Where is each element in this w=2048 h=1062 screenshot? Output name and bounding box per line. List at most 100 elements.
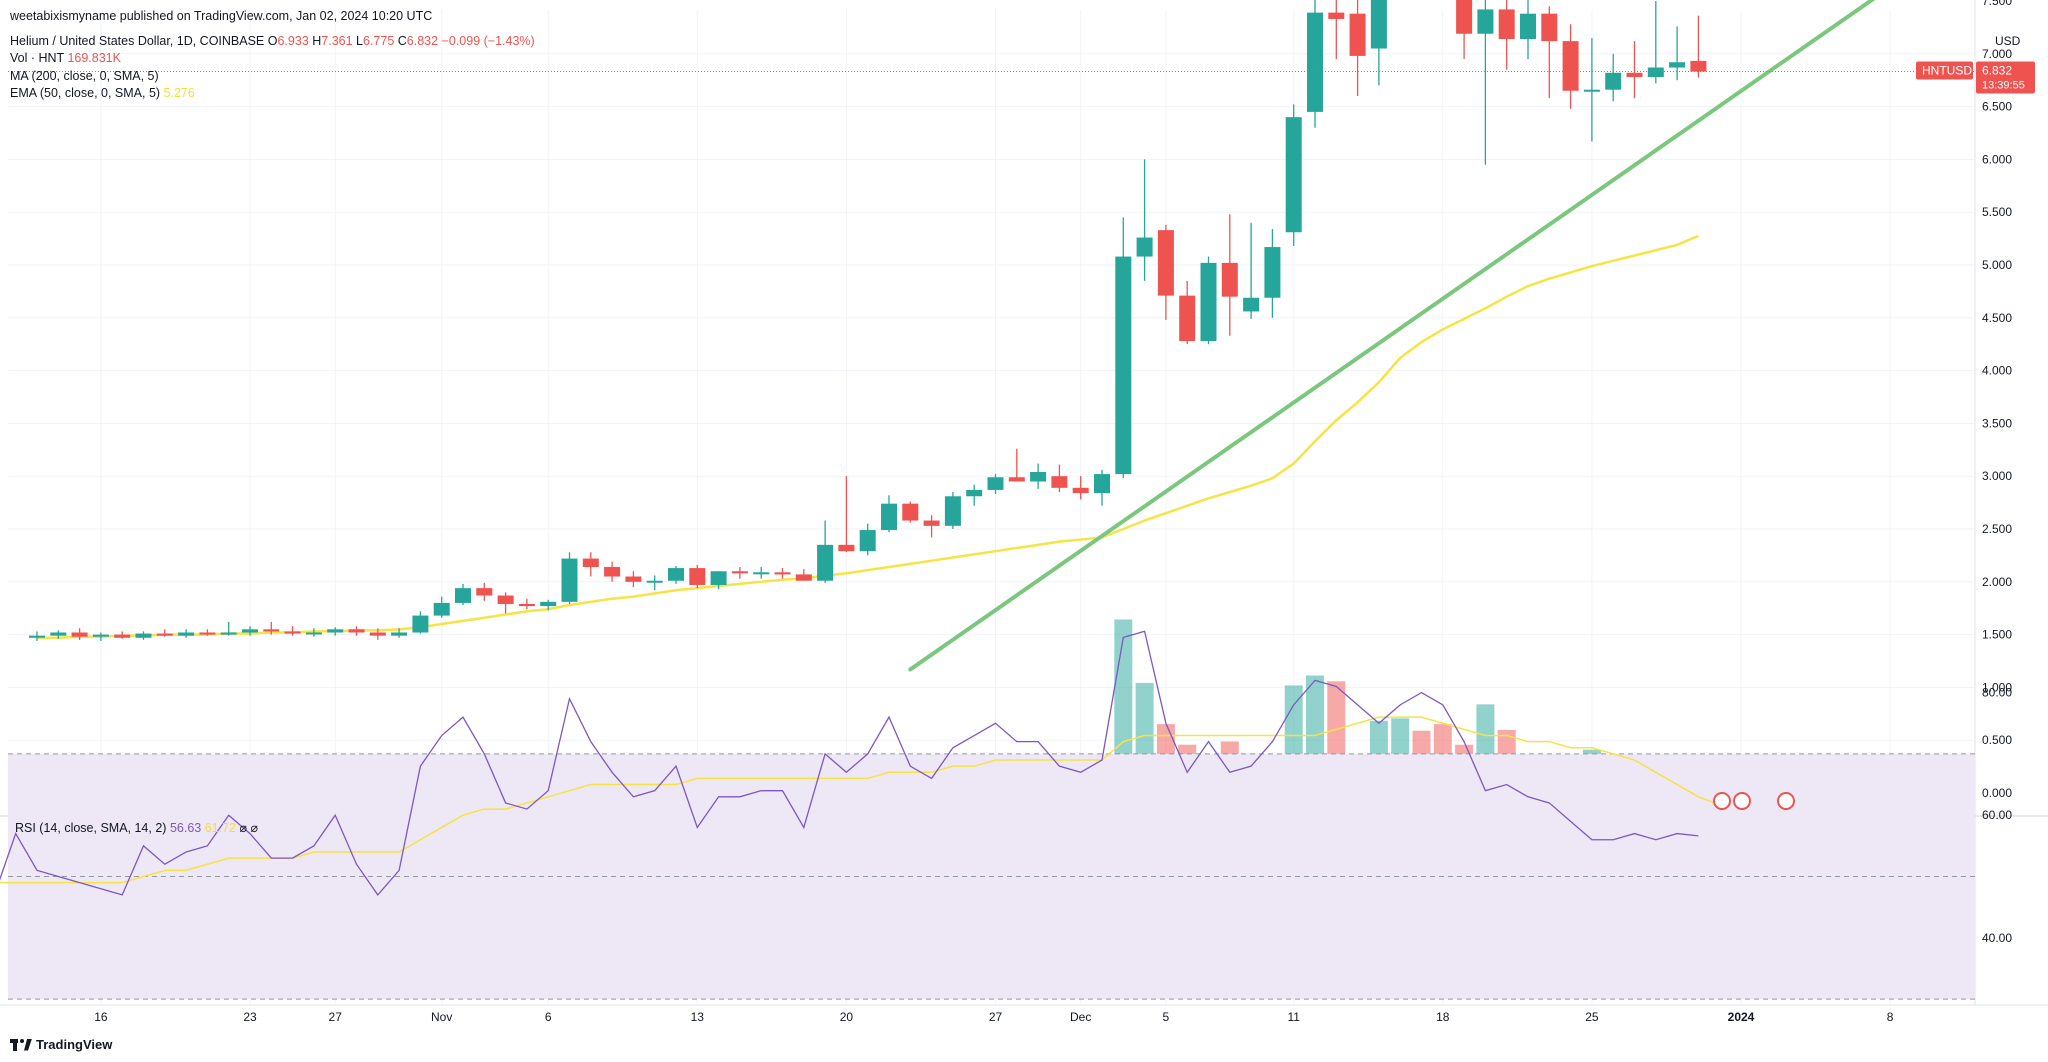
open-value: 6.933 (277, 34, 309, 48)
currency-label[interactable]: USD (1995, 34, 2021, 48)
candle-body (1285, 117, 1302, 233)
price-tick-label: 1.000 (1982, 680, 2012, 694)
candle-body (923, 520, 940, 526)
ma-legend: MA (200, close, 0, SMA, 5) (10, 68, 159, 84)
candle-body (50, 632, 67, 636)
low-value: 6.775 (363, 34, 395, 48)
candle-body (944, 496, 961, 526)
candle-body (284, 631, 301, 634)
candle-body (1541, 13, 1558, 42)
candle-body (433, 602, 450, 616)
candle-body (902, 503, 919, 521)
candle-body (1008, 477, 1025, 482)
time-tick-label: 20 (840, 1010, 854, 1024)
candle-body (710, 571, 727, 585)
candle-body (156, 633, 173, 636)
candle-body (966, 489, 983, 497)
candle-body (497, 595, 514, 604)
candle-body (29, 635, 45, 638)
time-tick-label: 27 (989, 1010, 1003, 1024)
candle-body (1200, 262, 1217, 342)
candle-body (817, 544, 834, 581)
candles (29, 0, 1707, 641)
candle-body (774, 572, 791, 575)
event-marker-icon (1777, 792, 1795, 810)
candle-body (1307, 12, 1323, 112)
candle-body (987, 477, 1004, 490)
price-tick-label: 6.500 (1982, 100, 2012, 114)
candle-body (369, 632, 386, 636)
candle-body (1669, 62, 1686, 68)
candle-body (305, 632, 322, 635)
candle-body (348, 629, 365, 633)
price-tick-label: 7.500 (1982, 0, 2012, 8)
ema-label: EMA (50, close, 0, SMA, 5) (10, 86, 161, 100)
candle-body (1030, 471, 1047, 482)
rsi-tick-label: 60.00 (1982, 808, 2012, 822)
candle-body (412, 615, 429, 633)
price-tick-label: 5.000 (1982, 258, 2012, 272)
candle-body (1626, 72, 1643, 78)
candle-body (518, 603, 535, 607)
countdown-text: 13:39:55 (1982, 80, 2025, 92)
rsi-line (0, 630, 1699, 896)
ema-legend: EMA (50, close, 0, SMA, 5) 5.276 (10, 85, 195, 101)
price-tick-label: 2.500 (1982, 522, 2012, 536)
tradingview-logo-icon (10, 1038, 32, 1051)
volume-label: Vol · HNT (10, 51, 64, 65)
candle-body (114, 634, 131, 638)
candle-body (1349, 13, 1366, 56)
price-tick-label: 4.500 (1982, 311, 2012, 325)
price-tick-label: 6.000 (1982, 152, 2012, 166)
time-tick-label: 27 (329, 1010, 343, 1024)
time-tick-label: 18 (1436, 1010, 1450, 1024)
symbol-tag (1916, 61, 1973, 80)
candle-body (1115, 256, 1132, 475)
time-tick-label: 5 (1163, 1010, 1170, 1024)
candle-body (178, 632, 195, 636)
candle-body (668, 568, 684, 581)
close-label: C (397, 34, 407, 48)
candle-body (1605, 72, 1622, 90)
candle-body (391, 632, 408, 636)
candle-body (1072, 487, 1089, 494)
event-marker-icon (1713, 792, 1731, 810)
candle-body (476, 588, 493, 596)
candle-body (838, 544, 855, 552)
candle-body (1370, 0, 1387, 49)
open-label: O (267, 34, 278, 48)
candle-body (455, 588, 471, 603)
price-tick-label: 2.000 (1982, 575, 2012, 589)
candle-body (1562, 41, 1579, 91)
candle-body (1647, 67, 1664, 78)
high-label: H (312, 34, 322, 48)
candle-body (1094, 474, 1110, 494)
time-tick-label: 11 (1287, 1010, 1300, 1024)
ema-value: 5.276 (163, 86, 195, 100)
candle-body (135, 633, 152, 638)
ma-label: MA (200, close, 0, SMA, 5) (10, 69, 159, 83)
high-value: 7.361 (321, 34, 353, 48)
candle-body (327, 629, 344, 633)
price-tick-label: 5.500 (1982, 205, 2012, 219)
candle-body (625, 576, 642, 582)
tradingview-logo[interactable]: TradingView (10, 1037, 112, 1052)
candle-body (1690, 60, 1707, 72)
last-price-tag (1976, 61, 2035, 94)
candle-body (220, 632, 237, 635)
time-tick-label: 2024 (1728, 1010, 1755, 1024)
time-tick-label: 6 (545, 1010, 552, 1024)
candle-body (540, 601, 557, 607)
rsi-sma-value: 61.72 (204, 821, 236, 835)
event-marker-icon (1733, 792, 1751, 810)
rsi-tick-label: 40.00 (1982, 931, 2012, 945)
time-tick-label: 16 (94, 1010, 108, 1024)
time-tick-label: 8 (1887, 1010, 1894, 1024)
price-tick-label: 3.500 (1982, 416, 2012, 430)
candle-body (71, 632, 88, 637)
candle-body (1583, 89, 1600, 92)
time-tick-label: Nov (431, 1010, 452, 1024)
ohlc-legend: Helium / United States Dollar, 1D, COINB… (10, 33, 535, 49)
price-tick-label: 0.500 (1982, 733, 2012, 747)
